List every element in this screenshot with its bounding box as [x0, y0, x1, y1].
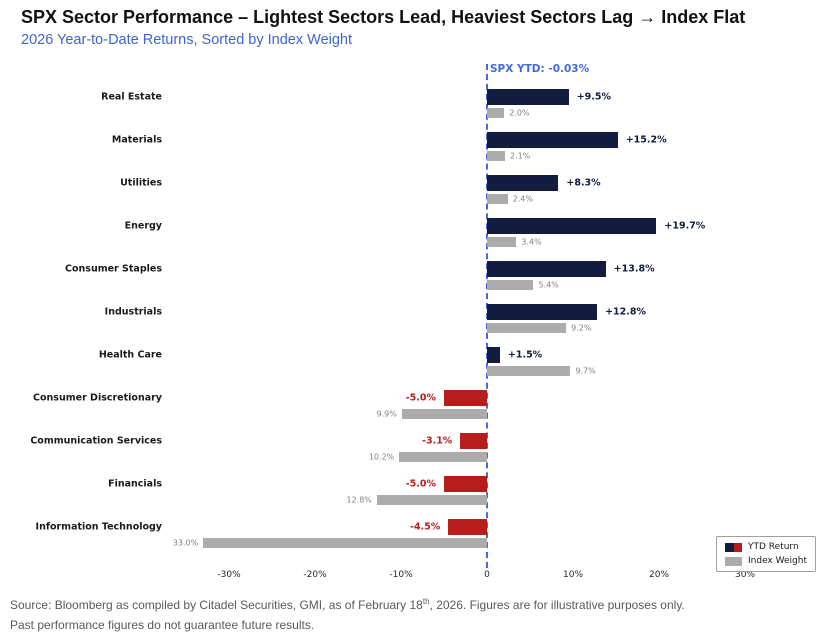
- index-weight-bar: [203, 538, 487, 548]
- x-axis-tick-label: 30%: [734, 570, 756, 580]
- ytd-return-bar: [487, 132, 618, 148]
- legend-label-ytd-return: YTD Return: [748, 542, 799, 552]
- index-weight-value-label: 2.1%: [510, 151, 531, 161]
- ytd-return-bar: [487, 304, 598, 320]
- ytd-return-swatch-icon: [725, 542, 742, 552]
- ytd-return-value-label: +19.7%: [664, 220, 706, 232]
- index-weight-bar: [487, 323, 567, 333]
- legend-item-ytd-return: YTD Return: [725, 542, 807, 552]
- sector-label: Financials: [108, 478, 162, 490]
- x-axis-tick-label: -10%: [389, 570, 413, 580]
- index-weight-bar: [399, 452, 487, 462]
- legend-label-index-weight: Index Weight: [748, 556, 807, 566]
- ytd-return-value-label: +12.8%: [605, 306, 646, 318]
- source-note: Source: Bloomberg as compiled by Citadel…: [10, 592, 685, 635]
- x-axis-tick-label: 0: [484, 570, 490, 580]
- index-weight-swatch-icon: [725, 556, 742, 566]
- index-weight-bar: [487, 366, 571, 376]
- legend: YTD Return Index Weight: [716, 536, 816, 572]
- sector-label: Consumer Discretionary: [33, 392, 162, 404]
- sector-label: Consumer Staples: [65, 263, 162, 275]
- ytd-return-bar: [487, 261, 606, 277]
- index-weight-value-label: 33.0%: [172, 538, 199, 548]
- index-weight-bar: [487, 151, 506, 161]
- index-weight-value-label: 2.4%: [512, 194, 533, 204]
- index-weight-value-label: 5.4%: [538, 280, 559, 290]
- legend-item-index-weight: Index Weight: [725, 556, 807, 566]
- index-weight-value-label: 9.2%: [571, 323, 592, 333]
- index-weight-bar: [487, 237, 517, 247]
- source-line-1: Source: Bloomberg as compiled by Citadel…: [10, 597, 685, 612]
- ytd-return-value-label: -3.1%: [422, 435, 453, 447]
- sector-label: Materials: [111, 134, 162, 146]
- ytd-return-bar: [487, 218, 657, 234]
- ytd-return-bar: [487, 89, 569, 105]
- index-weight-value-label: 2.0%: [509, 108, 530, 118]
- ytd-return-bar: [448, 519, 487, 535]
- ytd-return-value-label: +1.5%: [507, 349, 543, 361]
- ytd-return-bar: [487, 175, 559, 191]
- index-weight-value-label: 12.8%: [346, 495, 372, 505]
- sector-label: Utilities: [120, 177, 162, 189]
- index-weight-value-label: 3.4%: [521, 237, 542, 247]
- index-weight-value-label: 10.2%: [368, 452, 395, 462]
- x-axis-tick-label: 10%: [562, 570, 584, 580]
- ytd-return-bar: [487, 347, 500, 363]
- chart-subtitle: 2026 Year-to-Date Returns, Sorted by Ind…: [21, 32, 353, 48]
- index-weight-value-label: 9.9%: [376, 409, 397, 419]
- index-weight-value-label: 9.7%: [575, 366, 596, 376]
- sector-label: Communication Services: [30, 435, 162, 447]
- source-line-2: Past performance figures do not guarante…: [10, 618, 315, 632]
- chart-title: SPX Sector Performance – Lightest Sector…: [21, 7, 746, 27]
- ytd-return-value-label: +15.2%: [625, 134, 667, 146]
- index-weight-bar: [401, 409, 487, 419]
- ytd-return-bar: [460, 433, 487, 449]
- sector-label: Real Estate: [101, 91, 162, 103]
- ytd-return-value-label: -4.5%: [410, 521, 441, 533]
- sector-label: Information Technology: [35, 521, 162, 533]
- x-axis-tick-label: -20%: [303, 570, 327, 580]
- ytd-return-value-label: -5.0%: [405, 478, 436, 490]
- index-weight-bar: [487, 108, 505, 118]
- ytd-return-value-label: -5.0%: [405, 392, 436, 404]
- ytd-return-bar: [444, 476, 487, 492]
- ytd-return-value-label: +9.5%: [576, 91, 611, 103]
- ytd-return-bar: [444, 390, 487, 406]
- index-weight-bar: [487, 194, 508, 204]
- ytd-return-value-label: +8.3%: [566, 177, 601, 189]
- sector-label: Energy: [124, 220, 162, 232]
- ytd-return-value-label: +13.8%: [613, 263, 655, 275]
- x-axis-tick-label: -30%: [217, 570, 241, 580]
- sector-label: Health Care: [98, 349, 162, 361]
- spx-ytd-annotation: SPX YTD: -0.03%: [490, 63, 590, 75]
- superscript-th: th: [422, 597, 430, 606]
- sector-label: Industrials: [104, 306, 162, 318]
- index-weight-bar: [487, 280, 534, 290]
- index-weight-bar: [376, 495, 487, 505]
- x-axis-tick-label: 20%: [648, 570, 670, 580]
